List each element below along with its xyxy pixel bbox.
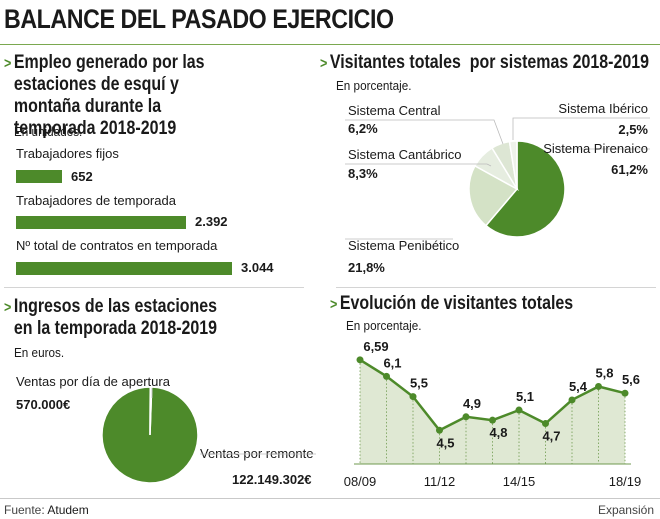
x-tick-label: 18/19 <box>609 474 642 489</box>
pie-slice-1 <box>468 164 519 227</box>
revenue-label-opening: Ventas por día de apertura <box>16 374 170 389</box>
arrow-icon: > <box>4 299 12 316</box>
data-label: 5,6 <box>622 372 640 387</box>
employment-title: > Empleo generado por las estaciones de e… <box>4 52 241 140</box>
revenue-title: > Ingresos de las estaciones en la tempor… <box>4 296 218 339</box>
revenue-value-lifts: 122.149.302€ <box>232 472 312 487</box>
section-separator <box>4 287 304 288</box>
system-value-pirenaico: 61,2% <box>611 162 648 177</box>
revenue-leaders <box>151 388 316 455</box>
employment-title-text: Empleo generado por las estaciones de es… <box>13 52 205 139</box>
system-value-central: 6,2% <box>348 121 378 136</box>
data-label: 5,4 <box>569 379 588 394</box>
pie-slice-0 <box>484 140 566 238</box>
data-point <box>515 406 523 414</box>
system-value-cantabrico: 8,3% <box>348 166 378 181</box>
data-label: 4,7 <box>542 429 560 444</box>
data-point <box>436 426 443 434</box>
data-point <box>621 389 629 397</box>
data-label: 4,9 <box>463 396 481 411</box>
data-label: 5,1 <box>516 389 534 404</box>
system-label-penibetico: Sistema Penibético <box>348 238 460 253</box>
data-label: 6,1 <box>383 355 401 370</box>
systems-subtitle: En porcentaje. <box>336 78 412 93</box>
evolution-subtitle: En porcentaje. <box>346 318 422 333</box>
x-tick-label: 14/15 <box>503 474 536 489</box>
data-point <box>462 413 470 421</box>
bar-label-2: Nº total de contratos en temporada <box>16 238 218 253</box>
data-label: 5,5 <box>410 376 428 391</box>
system-value-iberico: 2,5% <box>618 122 648 137</box>
bar-value-0: 652 <box>71 169 93 184</box>
bar-value-1: 2.392 <box>195 214 228 229</box>
data-point <box>409 393 417 401</box>
arrow-icon: > <box>330 296 338 313</box>
title-rule <box>0 44 660 45</box>
bar-label-1: Trabajadores de temporada <box>16 193 176 208</box>
revenue-value-opening: 570.000€ <box>16 397 71 412</box>
system-label-iberico: Sistema Ibérico <box>558 101 648 116</box>
employment-subtitle: En unidades. <box>14 124 83 139</box>
systems-leaders <box>345 117 650 240</box>
revenue-subtitle: En euros. <box>14 345 65 360</box>
revenue-pie <box>101 386 199 484</box>
evolution-title: > Evolución de visitantes totales <box>330 293 574 314</box>
system-label-pirenaico: Sistema Pirenaico <box>543 141 648 156</box>
system-value-penibetico: 21,8% <box>348 260 385 275</box>
data-point <box>383 372 390 380</box>
page-title: BALANCE DEL PASADO EJERCICIO <box>4 4 394 34</box>
data-label: 6,59 <box>363 339 388 354</box>
data-label: 5,8 <box>595 365 613 380</box>
system-label-central: Sistema Central <box>348 103 441 118</box>
bar-label-0: Trabajadores fijos <box>16 146 119 161</box>
systems-pie <box>468 140 566 238</box>
section-separator <box>336 287 656 288</box>
footer-rule <box>0 498 660 499</box>
evolution-chart: 6,596,1 5,5 4,5 4,9 4,8 5,1 4,7 5,4 5,8 5,6 08/09 1… <box>344 339 642 489</box>
system-label-cantabrico: Sistema Cantábrico <box>348 147 462 162</box>
systems-title: > Visitantes totales por sistemas 2018-20… <box>320 52 649 73</box>
bar-1 <box>16 216 186 229</box>
data-point <box>595 382 602 390</box>
source-note: Fuente: Atudem <box>4 503 89 517</box>
bar-2 <box>16 262 232 275</box>
arrow-icon: > <box>320 55 328 72</box>
data-point <box>542 420 549 428</box>
credit-note: Expansión <box>597 503 654 517</box>
arrow-icon: > <box>4 55 12 72</box>
pie-slice-4 <box>508 140 518 190</box>
pie-slice-1 <box>149 386 153 436</box>
data-point <box>568 396 576 404</box>
x-tick-label: 08/09 <box>344 474 377 489</box>
bar-value-2: 3.044 <box>241 260 274 275</box>
data-label: 4,5 <box>436 435 454 450</box>
bar-0 <box>16 170 62 183</box>
data-label: 4,8 <box>489 425 507 440</box>
data-point <box>356 356 364 364</box>
data-point <box>489 416 496 424</box>
area-fill <box>360 359 625 464</box>
x-tick-label: 11/12 <box>424 474 456 489</box>
revenue-label-lifts: Ventas por remonte <box>200 446 314 461</box>
